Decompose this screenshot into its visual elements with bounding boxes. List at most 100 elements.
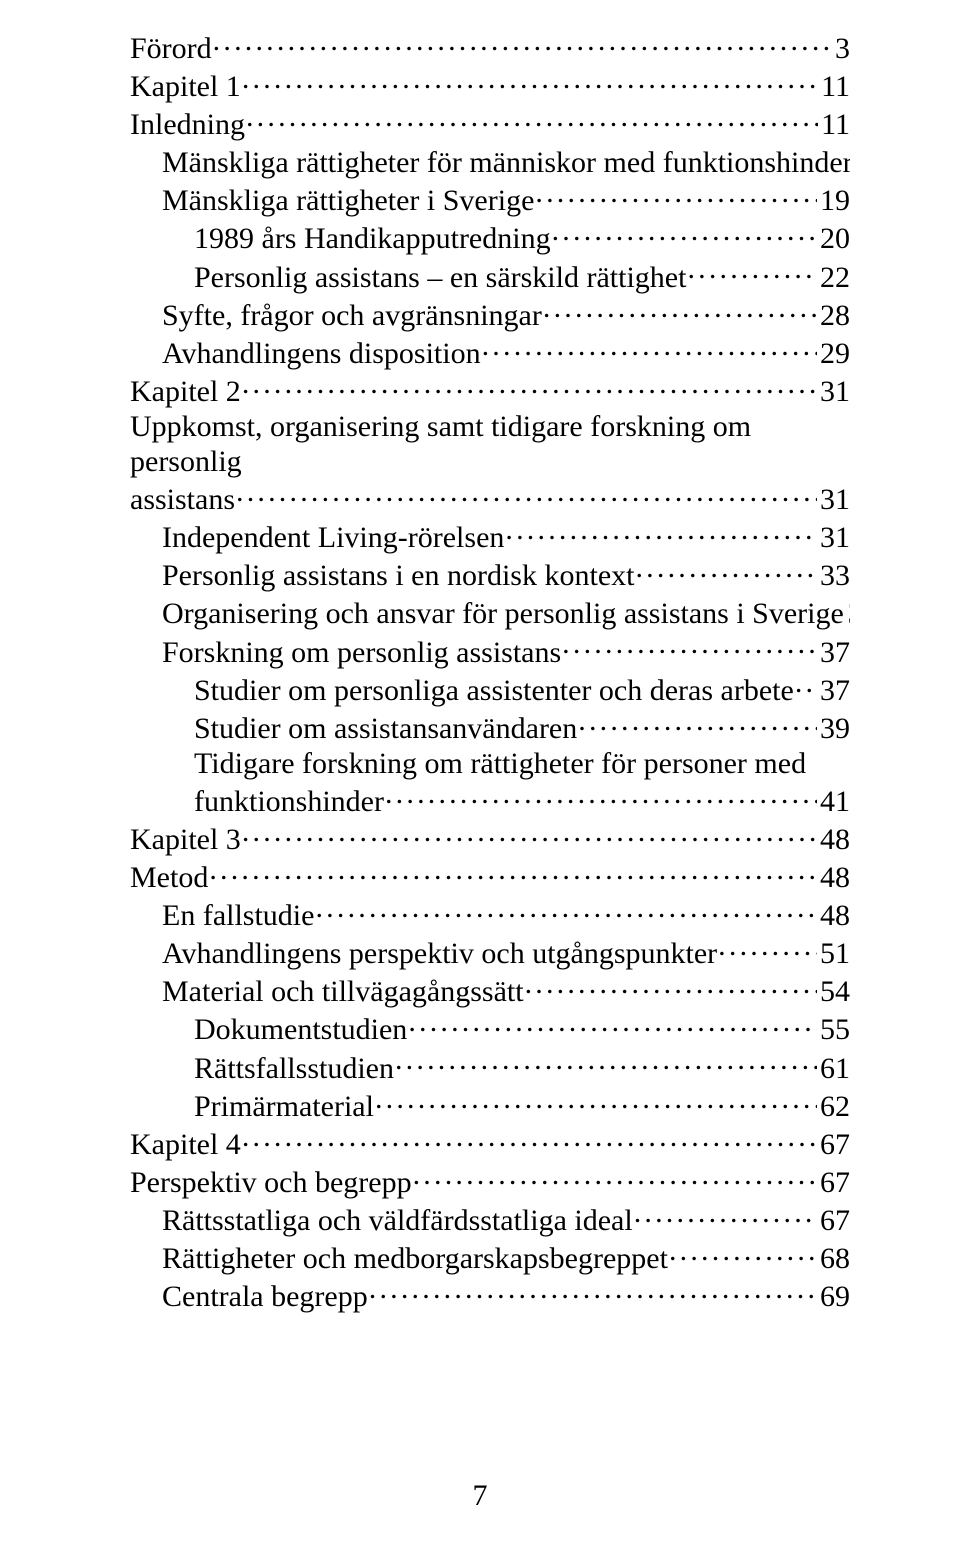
toc-label: 1989 års Handikapputredning: [194, 221, 551, 256]
toc-page: 48: [820, 898, 850, 933]
toc-page: 67: [820, 1203, 850, 1238]
toc-entry: En fallstudie 48: [130, 895, 850, 933]
toc-leader: [505, 517, 817, 547]
toc-leader: [385, 781, 817, 811]
table-of-contents: Förord3Kapitel 111Inledning11Mänskliga r…: [130, 28, 850, 1314]
toc-page: 41: [820, 784, 850, 819]
toc-label: Mänskliga rättigheter i Sverige: [162, 183, 534, 218]
toc-page: 20: [820, 221, 850, 256]
toc-label: Studier om personliga assistenter och de…: [194, 673, 794, 708]
toc-leader: [242, 66, 818, 96]
toc-page: 68: [820, 1241, 850, 1276]
toc-leader: [552, 218, 817, 248]
toc-leader: [315, 895, 817, 925]
toc-leader: [578, 708, 817, 738]
toc-label: En fallstudie: [162, 898, 314, 933]
toc-entry: Centrala begrepp 69: [130, 1276, 850, 1314]
toc-entry: Tidigare forskning om rättigheter för pe…: [130, 746, 850, 819]
toc-entry: 1989 års Handikapputredning 20: [130, 218, 850, 256]
toc-entry: Syfte, frågor och avgränsningar 28: [130, 295, 850, 333]
toc-entry: Forskning om personlig assistans 37: [130, 632, 850, 670]
toc-label: Dokumentstudien: [194, 1012, 407, 1047]
toc-label: Syfte, frågor och avgränsningar: [162, 298, 542, 333]
toc-page: 31: [820, 482, 850, 517]
toc-page: 33: [820, 558, 850, 593]
toc-leader: [562, 632, 817, 662]
toc-label: assistans: [130, 482, 235, 517]
toc-leader: [482, 333, 817, 363]
toc-leader: [209, 857, 817, 887]
toc-leader: [242, 1124, 817, 1154]
toc-entry: Kapitel 3 48: [130, 819, 850, 857]
toc-page: 67: [820, 1165, 850, 1200]
toc-page: 62: [820, 1089, 850, 1124]
toc-page: 22: [820, 260, 850, 295]
toc-entry: Rättsstatliga och väldfärdsstatliga idea…: [130, 1200, 850, 1238]
toc-page: 31: [820, 520, 850, 555]
toc-page: 34: [848, 596, 850, 631]
toc-leader: [543, 295, 817, 325]
toc-entry: Perspektiv och begrepp67: [130, 1162, 850, 1200]
toc-label: Organisering och ansvar för personlig as…: [162, 596, 844, 631]
toc-leader: [635, 555, 817, 585]
toc-leader: [236, 479, 817, 509]
toc-leader: [687, 257, 817, 287]
toc-page: 11: [821, 69, 850, 104]
toc-page: 54: [820, 974, 850, 1009]
toc-entry: Uppkomst, organisering samt tidigare for…: [130, 409, 850, 517]
toc-leader: [213, 28, 832, 58]
toc-label: Personlig assistans – en särskild rättig…: [194, 260, 686, 295]
toc-label: Rättigheter och medborgarskapsbegreppet: [162, 1241, 668, 1276]
toc-entry: Dokumentstudien 55: [130, 1009, 850, 1047]
toc-entry: Mänskliga rättigheter för människor med …: [130, 142, 850, 180]
toc-entry: Primärmaterial 62: [130, 1086, 850, 1124]
toc-entry: Studier om assistansanvändaren39: [130, 708, 850, 746]
toc-label: Centrala begrepp: [162, 1279, 368, 1314]
toc-entry: Kapitel 111: [130, 66, 850, 104]
toc-label: Forskning om personlig assistans: [162, 635, 561, 670]
toc-label: Avhandlingens perspektiv och utgångspunk…: [162, 936, 717, 971]
toc-label: Primärmaterial: [194, 1089, 374, 1124]
toc-leader: [795, 670, 817, 700]
toc-label: Tidigare forskning om rättigheter för pe…: [194, 746, 850, 781]
toc-label: funktionshinder: [194, 784, 384, 819]
toc-page: 29: [820, 336, 850, 371]
toc-page: 51: [820, 936, 850, 971]
toc-label: Metod: [130, 860, 208, 895]
toc-leader: [242, 819, 817, 849]
toc-label: Kapitel 2: [130, 374, 241, 409]
toc-leader: [634, 1200, 817, 1230]
toc-entry: Avhandlingens perspektiv och utgångspunk…: [130, 933, 850, 971]
toc-leader: [375, 1086, 817, 1116]
toc-leader: [669, 1238, 817, 1268]
toc-label: Material och tillvägagångssätt: [162, 974, 524, 1009]
toc-leader: [408, 1009, 817, 1039]
toc-entry: Material och tillvägagångssätt 54: [130, 971, 850, 1009]
toc-entry: Organisering och ansvar för personlig as…: [130, 593, 850, 631]
toc-entry: Personlig assistans – en särskild rättig…: [130, 257, 850, 295]
toc-leader: [718, 933, 817, 963]
toc-entry: Rättsfallsstudien 61: [130, 1048, 850, 1086]
toc-label: Avhandlingens disposition: [162, 336, 481, 371]
toc-leader: [413, 1162, 817, 1192]
toc-label: Kapitel 3: [130, 822, 241, 857]
toc-page: 69: [820, 1279, 850, 1314]
toc-entry: Independent Living-rörelsen31: [130, 517, 850, 555]
toc-label: Mänskliga rättigheter för människor med …: [162, 145, 850, 180]
toc-entry: Rättigheter och medborgarskapsbegreppet 6…: [130, 1238, 850, 1276]
toc-page: 55: [820, 1012, 850, 1047]
toc-leader: [525, 971, 817, 1001]
toc-page: 48: [820, 822, 850, 857]
toc-label: Uppkomst, organisering samt tidigare for…: [130, 409, 850, 479]
toc-page: 37: [820, 635, 850, 670]
toc-page: 28: [820, 298, 850, 333]
toc-page: 3: [835, 31, 850, 66]
toc-page: 11: [821, 107, 850, 142]
toc-page: 61: [820, 1051, 850, 1086]
toc-entry: Kapitel 467: [130, 1124, 850, 1162]
toc-entry: Inledning11: [130, 104, 850, 142]
toc-label: Rättsfallsstudien: [194, 1051, 394, 1086]
toc-leader: [369, 1276, 817, 1306]
toc-leader: [242, 371, 817, 401]
toc-page: 37: [820, 673, 850, 708]
